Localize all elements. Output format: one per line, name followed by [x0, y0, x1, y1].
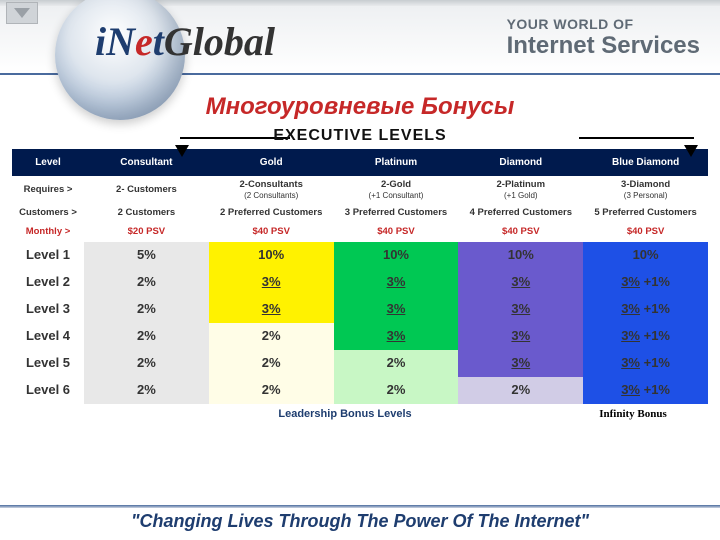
level-label: Level 1 [12, 242, 84, 269]
logo-part: i [95, 19, 106, 64]
executive-levels-banner: EXECUTIVE LEVELS [0, 127, 720, 145]
level-cell: 10% [209, 242, 334, 269]
cell: 5 Preferred Customers [583, 204, 708, 223]
cell: 2- Customers [84, 176, 209, 204]
level-cell: 10% [458, 242, 583, 269]
level-cell: 2% [334, 350, 459, 377]
cell: $40 PSV [209, 223, 334, 242]
level-cell: 2% [84, 350, 209, 377]
level-label: Level 6 [12, 377, 84, 404]
level-cell: 3% [209, 269, 334, 296]
level-label: Level 4 [12, 323, 84, 350]
level-cell: 2% [84, 296, 209, 323]
cell: $40 PSV [583, 223, 708, 242]
logo: iNetGlobal [95, 18, 275, 65]
level-cell: 3% [458, 296, 583, 323]
cell: $20 PSV [84, 223, 209, 242]
level-label: Level 2 [12, 269, 84, 296]
level-row: Level 15%10%10%10%10% [12, 242, 708, 269]
row-requires: Requires > 2- Customers 2-Consultants(2 … [12, 176, 708, 204]
logo-part: Global [164, 19, 275, 64]
level-cell: 2% [84, 269, 209, 296]
level-row: Level 42%2%3%3%3% +1% [12, 323, 708, 350]
row-customers: Customers > 2 Customers 2 Preferred Cust… [12, 204, 708, 223]
tagline-top: YOUR WORLD OF [507, 16, 700, 32]
level-cell: 3% +1% [583, 350, 708, 377]
cell: 2 Customers [84, 204, 209, 223]
cell: 2-Platinum(+1 Gold) [458, 176, 583, 204]
level-row: Level 32%3%3%3%3% +1% [12, 296, 708, 323]
line-right [579, 137, 694, 139]
col-level: Level [12, 149, 84, 176]
bonus-table: Level Consultant Gold Platinum Diamond B… [12, 149, 708, 404]
cell: 2-Consultants(2 Consultants) [209, 176, 334, 204]
cell: 2-Gold(+1 Consultant) [334, 176, 459, 204]
level-cell: 3% [334, 296, 459, 323]
table-header-row: Level Consultant Gold Platinum Diamond B… [12, 149, 708, 176]
level-row: Level 22%3%3%3%3% +1% [12, 269, 708, 296]
level-cell: 3% [458, 323, 583, 350]
level-label: Level 3 [12, 296, 84, 323]
level-cell: 3% [458, 269, 583, 296]
col-diamond: Diamond [458, 149, 583, 176]
cell: $40 PSV [458, 223, 583, 242]
row-label: Requires > [12, 176, 84, 204]
level-row: Level 62%2%2%2%3% +1% [12, 377, 708, 404]
row-monthly: Monthly > $20 PSV $40 PSV $40 PSV $40 PS… [12, 223, 708, 242]
cell: 2 Preferred Customers [209, 204, 334, 223]
cell: 3 Preferred Customers [334, 204, 459, 223]
col-consultant: Consultant [84, 149, 209, 176]
leadership-label: Leadership Bonus Levels [132, 408, 558, 420]
level-cell: 2% [458, 377, 583, 404]
level-cell: 10% [334, 242, 459, 269]
level-cell: 3% +1% [583, 269, 708, 296]
row-label: Monthly > [12, 223, 84, 242]
level-cell: 2% [209, 323, 334, 350]
level-row: Level 52%2%2%3%3% +1% [12, 350, 708, 377]
arrow-left-icon [175, 145, 189, 157]
level-cell: 3% +1% [583, 296, 708, 323]
header-band: iNetGlobal YOUR WORLD OF Internet Servic… [0, 0, 720, 75]
logo-part: t [153, 19, 164, 64]
bottom-labels: Leadership Bonus Levels Infinity Bonus [12, 408, 708, 420]
level-cell: 3% [334, 323, 459, 350]
infinity-label: Infinity Bonus [558, 408, 708, 420]
footer-slogan: "Changing Lives Through The Power Of The… [0, 511, 720, 532]
row-label: Customers > [12, 204, 84, 223]
level-cell: 2% [334, 377, 459, 404]
col-platinum: Platinum [334, 149, 459, 176]
tagline: YOUR WORLD OF Internet Services [507, 16, 700, 60]
level-cell: 3% +1% [583, 377, 708, 404]
level-cell: 2% [209, 350, 334, 377]
level-cell: 3% [334, 269, 459, 296]
logo-part: e [135, 19, 153, 64]
level-label: Level 5 [12, 350, 84, 377]
level-cell: 3% [458, 350, 583, 377]
cell: $40 PSV [334, 223, 459, 242]
level-cell: 3% +1% [583, 323, 708, 350]
level-cell: 10% [583, 242, 708, 269]
level-cell: 3% [209, 296, 334, 323]
level-cell: 2% [84, 377, 209, 404]
tagline-bottom: Internet Services [507, 32, 700, 60]
arrow-right-icon [684, 145, 698, 157]
cell: 3-Diamond(3 Personal) [583, 176, 708, 204]
exec-label: EXECUTIVE LEVELS [265, 127, 454, 145]
arrow-down-icon [6, 2, 38, 24]
level-cell: 2% [84, 323, 209, 350]
level-cell: 5% [84, 242, 209, 269]
col-gold: Gold [209, 149, 334, 176]
cell: 4 Preferred Customers [458, 204, 583, 223]
logo-part: N [106, 19, 135, 64]
level-cell: 2% [209, 377, 334, 404]
